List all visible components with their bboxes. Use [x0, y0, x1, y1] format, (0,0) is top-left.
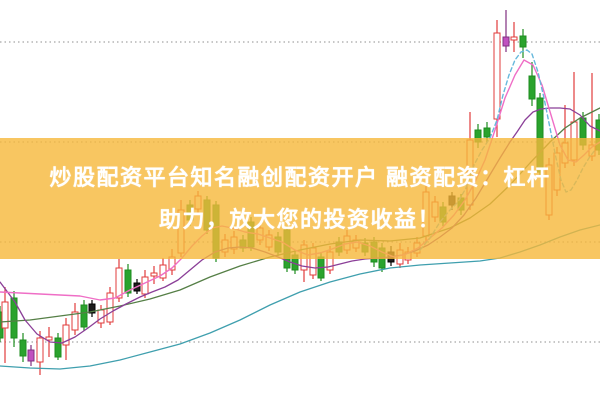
promo-text-line1: 炒股配资平台知名融创配资开户 融资配资：杠杆 [49, 164, 551, 190]
candle-body [10, 297, 18, 339]
candle-body [71, 311, 79, 331]
candle-body [493, 32, 501, 120]
candle-body [510, 36, 518, 41]
candle-body [19, 339, 27, 357]
candle-body [80, 304, 88, 328]
candle-body [88, 303, 96, 314]
promo-banner: 炒股配资平台知名融创配资开户 融资配资：杠杆 助力，放大您的投资收益！ [0, 138, 600, 259]
candle-body [483, 127, 491, 138]
candle-body [124, 269, 132, 294]
candle-body [502, 36, 510, 47]
candle-body [1, 301, 9, 329]
candle-body [54, 337, 62, 358]
candle-body [150, 272, 158, 277]
candle-body [27, 349, 35, 362]
ma-line-purple-ma20 [0, 107, 600, 344]
candle-body [519, 35, 527, 48]
candle-body [115, 267, 123, 299]
candle-body [141, 276, 149, 295]
candle-body [528, 75, 536, 100]
candle-body [45, 336, 53, 341]
candle-body [36, 337, 44, 363]
promo-text-line2: 助力，放大您的投资收益！ [158, 206, 441, 232]
candle-body [62, 324, 70, 346]
